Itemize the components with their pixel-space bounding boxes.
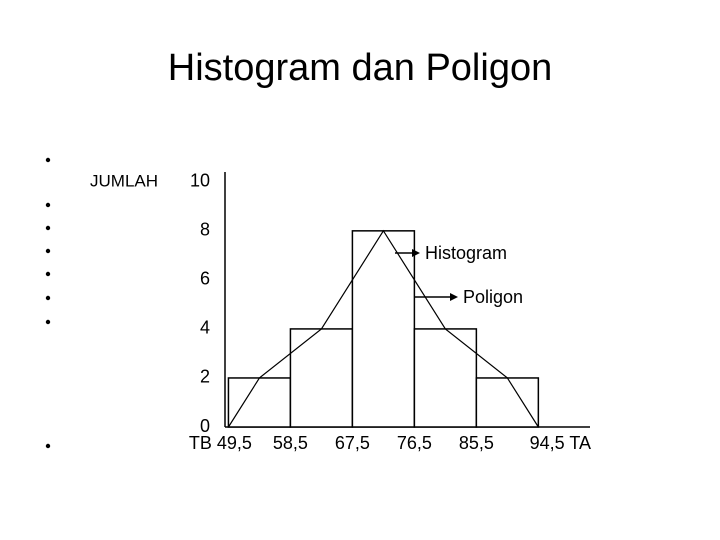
x-tick-label: 58,5 [273, 433, 308, 453]
x-tick-label: TB 49,5 [189, 433, 252, 453]
annotation: Histogram [425, 243, 507, 263]
bullet [45, 202, 51, 208]
bullet [45, 271, 51, 277]
y-tick-label: 4 [200, 318, 210, 338]
y-tick-label: 2 [200, 367, 210, 387]
y-tick-label: 8 [200, 220, 210, 240]
bullet [45, 295, 51, 301]
slide-title: Histogram dan Poligon [168, 47, 552, 89]
x-tick-label: 76,5 [397, 433, 432, 453]
arrow-head [450, 293, 458, 301]
annotation: Poligon [463, 287, 523, 307]
bullet [45, 225, 51, 231]
bullet [45, 248, 51, 254]
x-tick-label: 67,5 [335, 433, 370, 453]
y-axis-label: JUMLAH [90, 171, 158, 190]
histogram-bar [289, 328, 354, 428]
bullets [45, 157, 51, 449]
histogram-bar [413, 328, 478, 428]
bullet [45, 157, 51, 163]
y-tick-label: 6 [200, 269, 210, 289]
frequency-polygon [227, 229, 539, 428]
y-tick-label: 10 [190, 171, 210, 191]
x-tick-label: 94,5 TA [530, 433, 591, 453]
y-tick-label: 0 [200, 416, 210, 436]
x-tick-label: 85,5 [459, 433, 494, 453]
histogram-bar [227, 377, 292, 428]
bullet [45, 443, 51, 449]
histogram-bar [351, 230, 416, 428]
bullet [45, 319, 51, 325]
arrow-head [412, 249, 420, 257]
histogram-bar [475, 377, 540, 428]
